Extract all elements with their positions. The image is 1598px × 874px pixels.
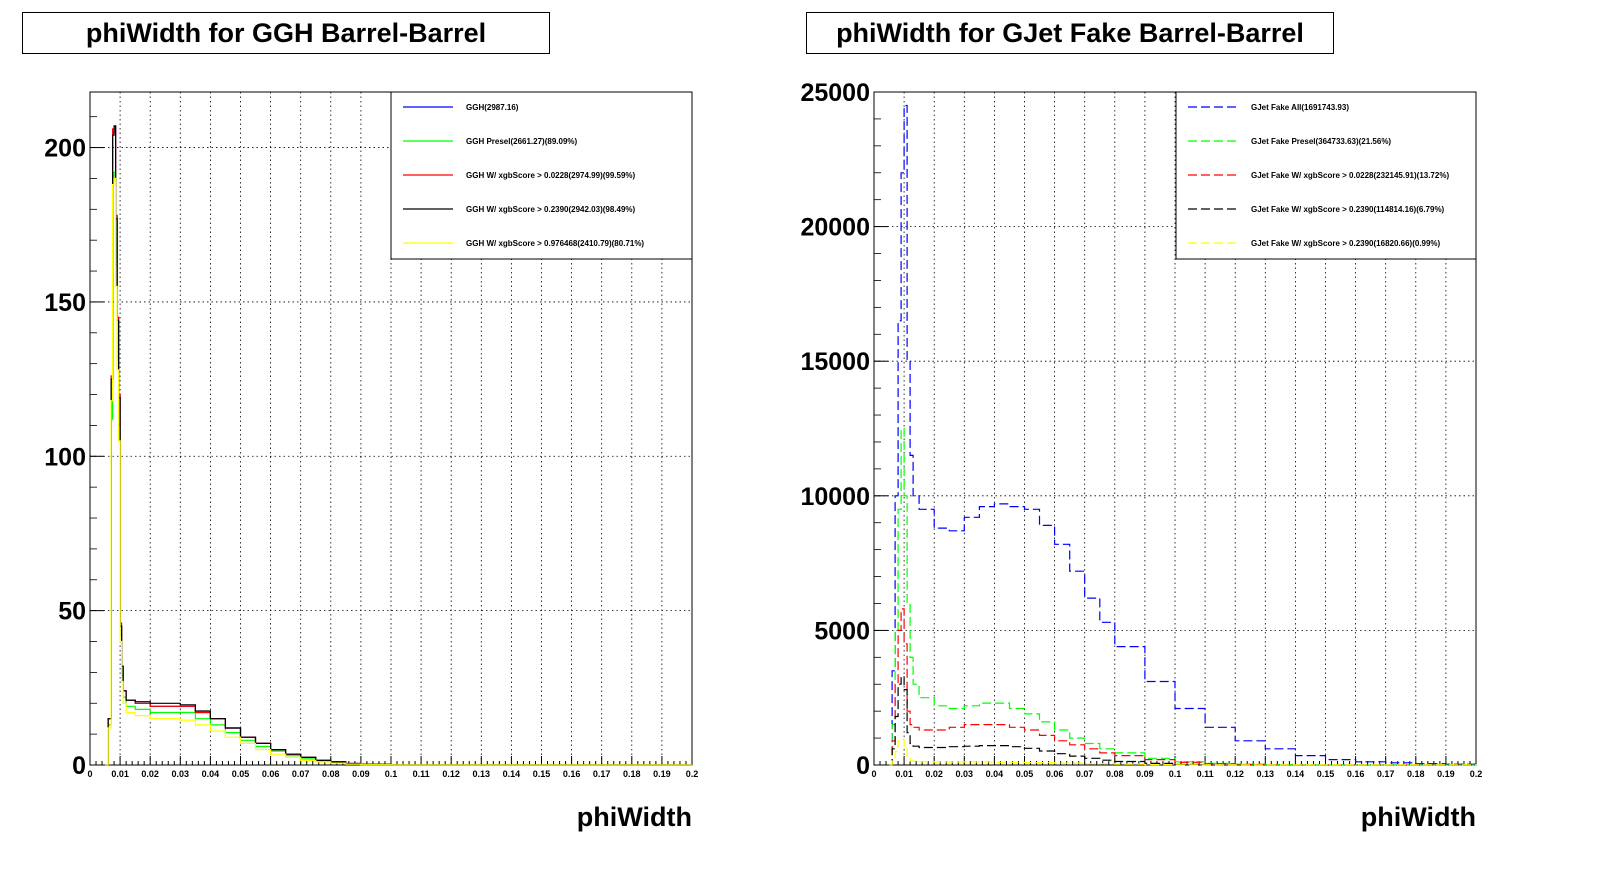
- chart-title-ggh: phiWidth for GGH Barrel-Barrel: [22, 12, 550, 54]
- plot-panel-gjet: 0 0.01 0.02 0.03 0.04 0.05 0.06 0.07 0.08 0.09 0.1…: [800, 79, 1482, 832]
- x-tick-label: 0: [871, 769, 876, 779]
- x-tick-label: 0.03: [172, 769, 190, 779]
- y-tick-label: 0: [72, 752, 86, 780]
- legend-label: GGH W/ xgbScore > 0.0228(2974.99)(99.59%…: [466, 171, 636, 180]
- x-tick-label: 0.02: [925, 769, 943, 779]
- chart-title-gjet: phiWidth for GJet Fake Barrel-Barrel: [806, 12, 1334, 54]
- legend-label: GJet Fake W/ xgbScore > 0.2390(16820.66)…: [1251, 239, 1441, 248]
- y-tick-label: 10000: [800, 483, 870, 511]
- x-tick-label: 0.2: [1470, 769, 1483, 779]
- y-tick-label: 25000: [800, 79, 870, 107]
- legend-label: GJet Fake All(1691743.93): [1251, 103, 1349, 112]
- legend-box: [1175, 91, 1477, 260]
- legend-label: GJet Fake W/ xgbScore > 0.0228(232145.91…: [1251, 171, 1449, 180]
- x-axis-title: phiWidth: [1361, 802, 1476, 832]
- x-tick-label: 0.11: [1197, 769, 1214, 779]
- series-line-2: [889, 608, 1476, 766]
- x-tick-label: 0.15: [533, 769, 551, 779]
- x-tick-label: 0.17: [593, 769, 611, 779]
- x-tick-label: 0.1: [385, 769, 398, 779]
- y-tick-label: 15000: [800, 348, 870, 376]
- y-tick-label: 150: [44, 289, 86, 317]
- x-tick-label: 0.12: [1226, 769, 1244, 779]
- x-tick-label: 0.13: [1257, 769, 1275, 779]
- y-tick-label: 50: [58, 598, 86, 626]
- x-tick-label: 0.16: [563, 769, 581, 779]
- x-tick-label: 0.18: [1407, 769, 1425, 779]
- series-line-1: [889, 427, 1476, 766]
- x-tick-label: 0.01: [111, 769, 129, 779]
- y-tick-label: 0: [856, 752, 870, 780]
- legend-label: GJet Fake W/ xgbScore > 0.2390(114814.16…: [1251, 205, 1445, 214]
- legend-label: GJet Fake Presel(364733.63)(21.56%): [1251, 137, 1391, 146]
- x-tick-label: 0.05: [1016, 769, 1034, 779]
- x-axis-title: phiWidth: [577, 802, 692, 832]
- x-tick-label: 0.09: [1136, 769, 1154, 779]
- x-tick-label: 0.16: [1347, 769, 1365, 779]
- legend-label: GGH W/ xgbScore > 0.976468(2410.79)(80.7…: [466, 239, 644, 248]
- x-tick-label: 0.04: [202, 769, 220, 779]
- x-tick-label: 0.08: [1106, 769, 1124, 779]
- x-tick-label: 0.06: [262, 769, 280, 779]
- plot-panel-ggh: 0 0.01 0.02 0.03 0.04 0.05 0.06 0.07 0.08 0.09 0.1…: [44, 91, 699, 832]
- x-tick-label: 0.14: [1287, 769, 1305, 779]
- x-tick-label: 0.18: [623, 769, 641, 779]
- x-tick-label: 0.08: [322, 769, 340, 779]
- x-tick-label: 0.07: [1076, 769, 1094, 779]
- x-tick-label: 0.19: [1437, 769, 1455, 779]
- x-tick-label: 0.03: [956, 769, 974, 779]
- series-line-1: [105, 171, 692, 766]
- x-tick-label: 0: [87, 769, 92, 779]
- y-tick-label: 5000: [814, 617, 870, 645]
- x-tick-label: 0.05: [232, 769, 250, 779]
- x-tick-label: 0.02: [141, 769, 159, 779]
- x-tick-label: 0.13: [473, 769, 491, 779]
- series-line-3: [889, 675, 1476, 766]
- x-tick-label: 0.15: [1317, 769, 1335, 779]
- x-tick-label: 0.2: [686, 769, 699, 779]
- x-tick-label: 0.01: [895, 769, 913, 779]
- series-line-4: [105, 177, 692, 766]
- x-tick-label: 0.09: [352, 769, 370, 779]
- x-tick-label: 0.07: [292, 769, 310, 779]
- y-tick-label: 200: [44, 135, 86, 163]
- series-line-0: [889, 104, 1477, 766]
- x-tick-label: 0.17: [1377, 769, 1395, 779]
- legend-label: GGH W/ xgbScore > 0.2390(2942.03)(98.49%…: [466, 205, 636, 214]
- x-tick-label: 0.11: [413, 769, 430, 779]
- y-tick-label: 100: [44, 443, 86, 471]
- series-line-3: [105, 125, 692, 766]
- x-tick-label: 0.12: [442, 769, 460, 779]
- x-tick-label: 0.06: [1046, 769, 1064, 779]
- series-line-4: [889, 738, 1477, 766]
- x-tick-label: 0.14: [503, 769, 521, 779]
- x-tick-label: 0.19: [653, 769, 671, 779]
- x-tick-label: 0.1: [1169, 769, 1182, 779]
- legend-label: GGH(2987.16): [466, 103, 519, 112]
- x-tick-label: 0.04: [986, 769, 1004, 779]
- legend-label: GGH Presel(2661.27)(89.09%): [466, 137, 578, 146]
- y-tick-label: 20000: [800, 214, 870, 242]
